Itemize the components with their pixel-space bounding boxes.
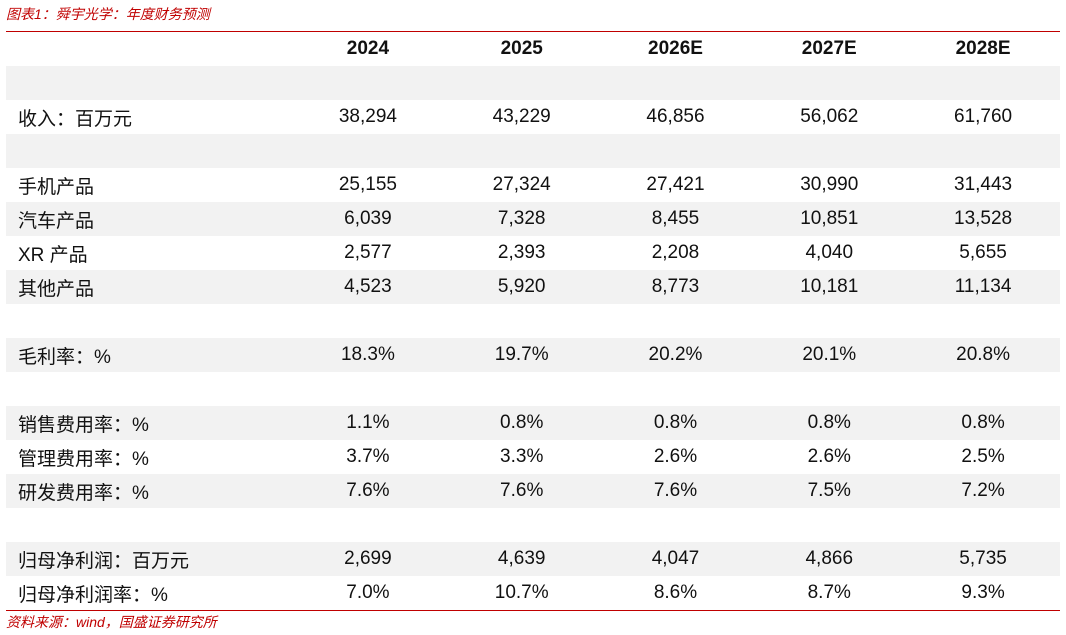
spacer-cell bbox=[6, 304, 1060, 338]
cell-value: 6,039 bbox=[291, 202, 445, 236]
row: 归母净利润：百万元 2,699 4,639 4,047 4,866 5,735 bbox=[6, 542, 1060, 576]
cell-value: 2,208 bbox=[651, 242, 700, 263]
row-label: 汽车产品 bbox=[6, 202, 292, 236]
cell-value: 7,328 bbox=[444, 202, 599, 236]
row bbox=[6, 372, 1060, 406]
row-label: 收入：百万元 bbox=[18, 108, 133, 130]
row bbox=[6, 66, 1060, 100]
cell-value: 19.7% bbox=[444, 338, 599, 372]
cell-value: 8.6% bbox=[653, 582, 698, 603]
cell-value: 7.2% bbox=[906, 474, 1060, 508]
cell-value: 10,181 bbox=[752, 270, 907, 304]
row-label: 毛利率：% bbox=[6, 338, 292, 372]
cell-value: 11,134 bbox=[906, 270, 1060, 304]
cell-value: 2,393 bbox=[497, 242, 546, 263]
spacer-cell bbox=[6, 134, 1060, 168]
row bbox=[6, 134, 1060, 168]
cell-value: 8,455 bbox=[598, 202, 753, 236]
cell-value: 20.1% bbox=[752, 338, 907, 372]
cell-value: 2.6% bbox=[807, 446, 851, 467]
cell-value: 9.3% bbox=[961, 582, 1005, 603]
cell-value: 27,421 bbox=[646, 174, 705, 195]
cell-value: 5,735 bbox=[906, 542, 1060, 576]
row: 管理费用率：% 3.7% 3.3% 2.6% 2.6% 2.5% bbox=[6, 440, 1060, 474]
row-label: 其他产品 bbox=[6, 270, 292, 304]
row: 汽车产品 6,039 7,328 8,455 10,851 13,528 bbox=[6, 202, 1060, 236]
cell-value: 0.8% bbox=[906, 406, 1060, 440]
cell-value: 20.2% bbox=[598, 338, 753, 372]
row bbox=[6, 304, 1060, 338]
row-label: 研发费用率：% bbox=[6, 474, 292, 508]
cell-value: 7.6% bbox=[444, 474, 599, 508]
cell-value: 31,443 bbox=[954, 174, 1013, 195]
cell-value: 4,866 bbox=[752, 542, 907, 576]
cell-value: 13,528 bbox=[906, 202, 1060, 236]
cell-value: 18.3% bbox=[291, 338, 445, 372]
cell-value: 0.8% bbox=[752, 406, 907, 440]
cell-value: 5,920 bbox=[444, 270, 599, 304]
row-label: 管理费用率：% bbox=[18, 448, 149, 470]
cell-value: 38,294 bbox=[338, 106, 397, 127]
row-label: 销售费用率：% bbox=[6, 406, 292, 440]
cell-value: 7.5% bbox=[752, 474, 907, 508]
row: 归母净利润率：% 7.0% 10.7% 8.6% 8.7% 9.3% bbox=[6, 576, 1060, 611]
cell-value: 43,229 bbox=[492, 106, 551, 127]
cell-value: 30,990 bbox=[800, 174, 859, 195]
column-header: 2024 bbox=[291, 31, 445, 66]
spacer-cell bbox=[6, 66, 1060, 100]
cell-value: 8,773 bbox=[598, 270, 753, 304]
cell-value: 3.7% bbox=[346, 446, 390, 467]
cell-value: 4,047 bbox=[598, 542, 753, 576]
cell-value: 2.5% bbox=[961, 446, 1005, 467]
cell-value: 10.7% bbox=[494, 582, 549, 603]
cell-value: 4,639 bbox=[444, 542, 599, 576]
column-header: 2026E bbox=[598, 31, 753, 66]
column-header: 2025 bbox=[444, 31, 599, 66]
cell-value: 1.1% bbox=[291, 406, 445, 440]
cell-value: 61,760 bbox=[954, 106, 1013, 127]
column-header: 2028E bbox=[906, 31, 1060, 66]
cell-value: 46,856 bbox=[646, 106, 705, 127]
cell-value: 25,155 bbox=[338, 174, 397, 195]
cell-value: 0.8% bbox=[444, 406, 599, 440]
row-label: 手机产品 bbox=[18, 176, 95, 198]
source: 资料来源：wind，国盛证券研究所 bbox=[6, 614, 217, 630]
cell-value: 8.7% bbox=[807, 582, 851, 603]
row: 销售费用率：% 1.1% 0.8% 0.8% 0.8% 0.8% bbox=[6, 406, 1060, 440]
cell-value: 2,699 bbox=[291, 542, 445, 576]
row-label: XR 产品 bbox=[18, 244, 88, 266]
cell-value: 7.6% bbox=[291, 474, 445, 508]
row: 毛利率：% 18.3% 19.7% 20.2% 20.1% 20.8% bbox=[6, 338, 1060, 372]
title: 图表1：舜宇光学：年度财务预测 bbox=[6, 6, 210, 22]
spacer-cell bbox=[6, 508, 1060, 542]
row bbox=[6, 508, 1060, 542]
corner bbox=[6, 31, 292, 66]
cell-value: 27,324 bbox=[492, 174, 551, 195]
cell-value: 7.0% bbox=[346, 582, 390, 603]
cell-value: 56,062 bbox=[800, 106, 859, 127]
cell-value: 5,655 bbox=[959, 242, 1007, 263]
row: 手机产品 25,155 27,324 27,421 30,990 31,443 bbox=[6, 168, 1060, 202]
cell-value: 10,851 bbox=[752, 202, 907, 236]
cell-value: 4,523 bbox=[291, 270, 445, 304]
cell-value: 2,577 bbox=[344, 242, 392, 263]
cell-value: 4,040 bbox=[805, 242, 854, 263]
cell-value: 20.8% bbox=[906, 338, 1060, 372]
cell-value: 2.6% bbox=[653, 446, 698, 467]
row-label: 归母净利润率：% bbox=[18, 584, 168, 606]
column-header: 2027E bbox=[752, 31, 907, 66]
row: 研发费用率：% 7.6% 7.6% 7.6% 7.5% 7.2% bbox=[6, 474, 1060, 508]
spacer-cell bbox=[6, 372, 1060, 406]
row: 收入：百万元 38,294 43,229 46,856 56,062 61,760 bbox=[6, 100, 1060, 134]
cell-value: 7.6% bbox=[598, 474, 753, 508]
row: XR 产品 2,577 2,393 2,208 4,040 5,655 bbox=[6, 236, 1060, 270]
row: 其他产品 4,523 5,920 8,773 10,181 11,134 bbox=[6, 270, 1060, 304]
cell-value: 0.8% bbox=[598, 406, 753, 440]
cell-value: 3.3% bbox=[500, 446, 544, 467]
header-row: 2024 2025 2026E 2027E 2028E bbox=[6, 31, 1060, 66]
table: 2024 2025 2026E 2027E 2028E 收入：百万元 38,294 43,2… bbox=[6, 31, 1060, 611]
row-label: 归母净利润：百万元 bbox=[6, 542, 292, 576]
